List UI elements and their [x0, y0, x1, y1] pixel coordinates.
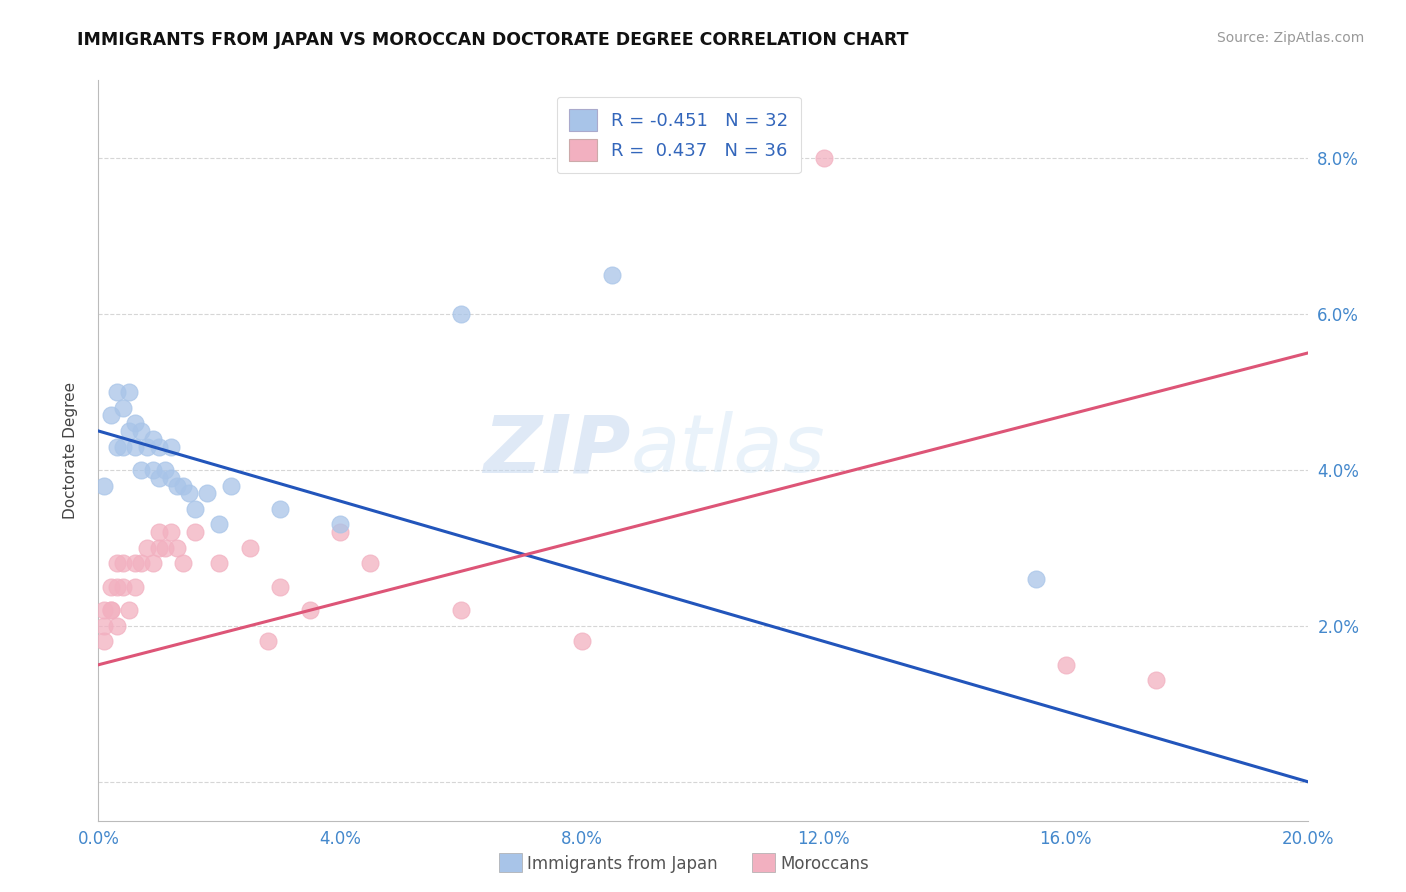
Point [153, 541, 176, 555]
Point [142, 463, 165, 477]
Point [571, 634, 593, 648]
Point [118, 603, 141, 617]
Point [111, 401, 134, 415]
Point [602, 268, 624, 282]
Point [153, 463, 176, 477]
Point [360, 557, 382, 571]
Point [129, 463, 152, 477]
Point [450, 603, 472, 617]
Point [813, 151, 835, 165]
Point [450, 307, 472, 321]
Point [111, 557, 134, 571]
Point [329, 517, 352, 532]
Point [1054, 657, 1077, 672]
Point [93, 619, 115, 633]
Point [184, 525, 207, 540]
Point [172, 557, 194, 571]
Point [124, 416, 146, 430]
Point [142, 557, 165, 571]
Point [269, 502, 291, 516]
Point [105, 384, 128, 399]
Point [148, 541, 170, 555]
Point [135, 541, 157, 555]
Text: ZIP: ZIP [484, 411, 630, 490]
Point [105, 580, 128, 594]
Point [129, 424, 152, 438]
Point [195, 486, 218, 500]
Point [142, 432, 165, 446]
Point [166, 541, 188, 555]
Point [148, 525, 170, 540]
Point [100, 580, 122, 594]
Point [124, 440, 146, 454]
Point [269, 580, 291, 594]
Point [93, 603, 115, 617]
Point [1024, 572, 1046, 586]
Text: Moroccans: Moroccans [780, 855, 869, 873]
Point [256, 634, 278, 648]
Point [118, 424, 141, 438]
Text: atlas: atlas [630, 411, 825, 490]
Point [179, 486, 201, 500]
Point [100, 603, 122, 617]
Point [135, 440, 157, 454]
Point [111, 440, 134, 454]
Point [160, 525, 183, 540]
Point [105, 440, 128, 454]
Point [124, 557, 146, 571]
Point [129, 557, 152, 571]
Point [148, 440, 170, 454]
Point [239, 541, 262, 555]
Point [148, 471, 170, 485]
Point [105, 619, 128, 633]
Point [208, 517, 231, 532]
Point [221, 478, 243, 492]
Point [1144, 673, 1167, 688]
Point [329, 525, 352, 540]
Text: Source: ZipAtlas.com: Source: ZipAtlas.com [1216, 31, 1364, 45]
Point [124, 580, 146, 594]
Point [160, 471, 183, 485]
Text: Immigrants from Japan: Immigrants from Japan [527, 855, 718, 873]
Point [160, 440, 183, 454]
Y-axis label: Doctorate Degree: Doctorate Degree [63, 382, 77, 519]
Point [93, 634, 115, 648]
Point [208, 557, 231, 571]
Legend: R = -0.451   N = 32, R =  0.437   N = 36: R = -0.451 N = 32, R = 0.437 N = 36 [557, 96, 801, 173]
Point [184, 502, 207, 516]
Point [118, 384, 141, 399]
Point [172, 478, 194, 492]
Point [105, 557, 128, 571]
Point [111, 580, 134, 594]
Point [100, 603, 122, 617]
Text: IMMIGRANTS FROM JAPAN VS MOROCCAN DOCTORATE DEGREE CORRELATION CHART: IMMIGRANTS FROM JAPAN VS MOROCCAN DOCTOR… [77, 31, 908, 49]
Point [93, 478, 115, 492]
Point [299, 603, 322, 617]
Point [166, 478, 188, 492]
Point [100, 409, 122, 423]
